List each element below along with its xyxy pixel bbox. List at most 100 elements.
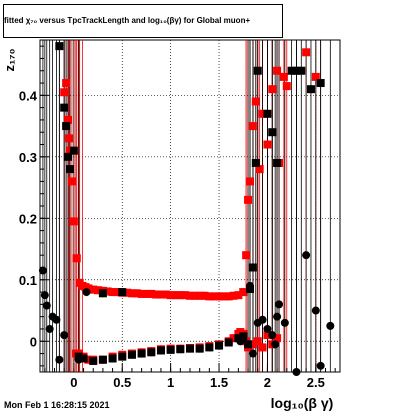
chart-title: fitted χ₇₀ versus TpcTrackLength and log…: [4, 16, 251, 25]
data-point: [248, 349, 257, 358]
data-point: [239, 332, 248, 341]
data-point: [67, 177, 76, 186]
data-point: [255, 165, 264, 174]
data-point: [215, 292, 224, 301]
x-tick-label: 1.5: [210, 375, 228, 390]
data-point: [224, 292, 233, 301]
data-point: [176, 345, 185, 354]
data-point: [166, 345, 175, 354]
data-point: [239, 288, 248, 297]
data-point: [292, 66, 301, 75]
x-axis-label: log₁₀(β γ): [271, 395, 334, 411]
grid-layer: [40, 40, 340, 372]
data-point: [127, 350, 136, 359]
data-point: [258, 315, 267, 324]
data-point: [45, 324, 54, 333]
data-point: [246, 281, 254, 290]
data-point: [123, 288, 132, 297]
y-tick-label: 0.3: [19, 150, 37, 165]
data-point: [302, 251, 311, 260]
data-point: [98, 355, 107, 364]
data-point: [137, 349, 146, 358]
data-point: [65, 134, 74, 143]
data-point: [200, 291, 209, 300]
data-point: [166, 291, 175, 300]
data-point: [311, 306, 320, 315]
data-point: [229, 334, 238, 343]
data-point: [229, 291, 238, 300]
data-point: [186, 344, 194, 353]
data-point: [263, 140, 272, 149]
data-point: [60, 88, 69, 97]
data-point: [297, 66, 306, 75]
data-point: [55, 42, 64, 51]
y-axis-label: z₁₇₀: [2, 48, 17, 71]
data-point: [287, 66, 296, 75]
data-point: [268, 128, 277, 137]
data-point: [79, 354, 88, 363]
data-point: [224, 338, 233, 347]
data-point: [311, 72, 320, 81]
data-point: [69, 217, 78, 226]
data-point: [72, 254, 81, 263]
data-point: [186, 291, 194, 300]
data-point: [142, 289, 151, 298]
data-point: [242, 251, 251, 260]
data-point: [181, 291, 190, 300]
data-point: [234, 291, 243, 300]
data-point: [98, 289, 107, 298]
data-point: [62, 79, 71, 88]
data-point: [132, 289, 141, 298]
data-point: [248, 263, 257, 272]
data-point: [253, 337, 262, 346]
data-point: [69, 146, 78, 155]
data-point: [89, 356, 98, 365]
data-point: [246, 177, 254, 186]
data-point: [66, 165, 74, 174]
data-point: [64, 152, 73, 161]
data-point: [302, 48, 311, 57]
data-point: [137, 289, 146, 298]
data-point: [108, 354, 117, 363]
data-point: [273, 66, 282, 75]
data-point: [84, 284, 93, 293]
data-point: [171, 291, 180, 300]
data-point: [258, 343, 267, 352]
data-point: [82, 288, 91, 297]
data-point: [275, 300, 284, 309]
plot-frame: [39, 39, 341, 373]
date-stamp: Mon Feb 1 16:28:15 2021: [4, 400, 110, 410]
data-point: [268, 331, 277, 340]
data-point: [279, 72, 288, 81]
data-point: [263, 324, 272, 333]
data-point: [244, 340, 253, 349]
x-tick-label: 0: [70, 375, 77, 390]
x-tick-label: 1: [167, 375, 174, 390]
data-point: [147, 348, 156, 357]
data-point: [40, 291, 49, 300]
data-point: [280, 318, 289, 327]
data-point: [236, 337, 245, 346]
data-point: [152, 290, 161, 299]
data-point: [210, 292, 219, 301]
data-point: [161, 290, 170, 299]
data-point: [195, 291, 204, 300]
data-point: [89, 285, 98, 294]
data-point: [248, 122, 257, 131]
y-tick-label: 0.2: [19, 211, 37, 226]
data-point: [156, 290, 165, 299]
y-tick-label: 0: [30, 334, 37, 349]
data-point: [103, 287, 112, 296]
data-point: [248, 340, 257, 349]
data-point: [94, 286, 103, 295]
data-point: [273, 334, 282, 343]
data-point: [60, 103, 69, 112]
data-point: [84, 355, 93, 364]
data-point: [251, 97, 260, 106]
x-tick-label: 0.5: [113, 375, 131, 390]
data-point: [273, 158, 282, 167]
x-tick-label: 2.5: [307, 375, 325, 390]
data-point: [118, 352, 127, 361]
data-point: [64, 115, 73, 124]
